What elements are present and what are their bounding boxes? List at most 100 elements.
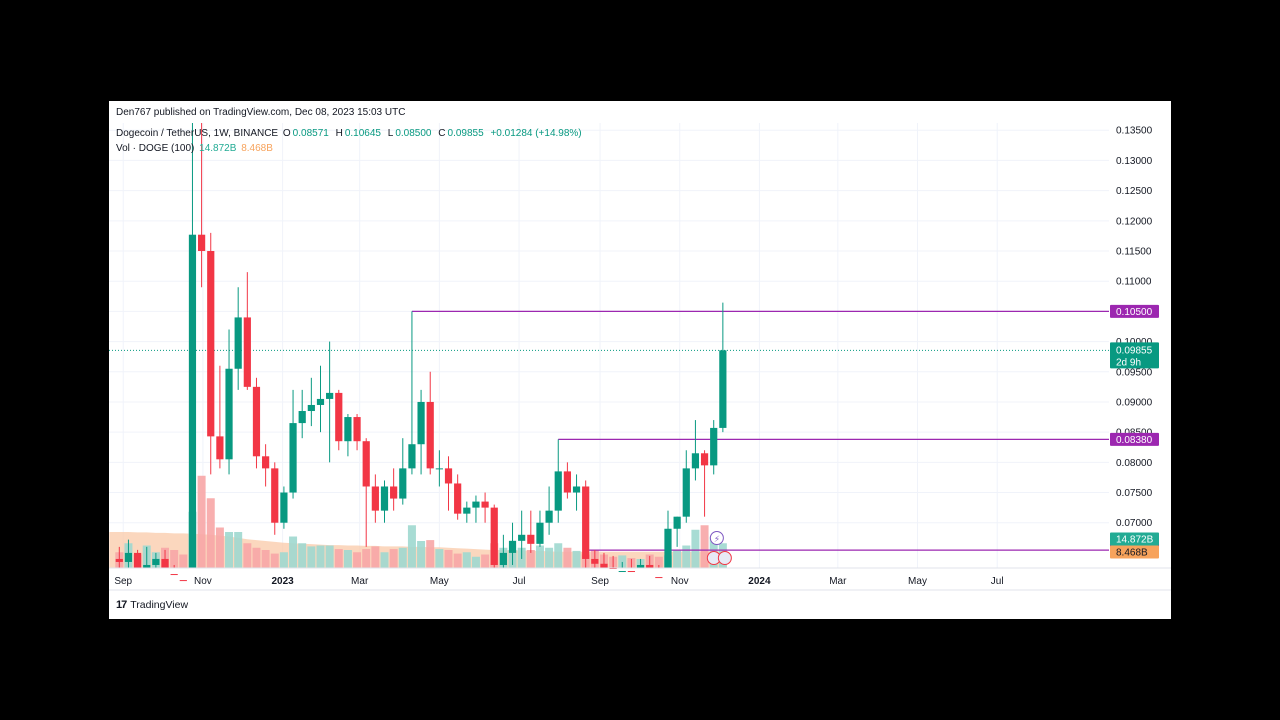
volume-bar — [362, 549, 371, 568]
volume-bar — [407, 525, 416, 568]
grid-layer — [109, 123, 1109, 568]
volume-bar — [426, 540, 435, 568]
candle-body — [188, 234, 197, 568]
volume-bar — [289, 536, 298, 568]
candle-body — [710, 427, 718, 466]
volume-bar — [398, 547, 407, 568]
level-layer — [109, 310, 1109, 551]
volume-bar — [471, 556, 480, 568]
candle-body — [627, 571, 636, 573]
volume-tag-label: 14.872B — [1116, 535, 1154, 546]
y-tick-label: 0.07500 — [1116, 488, 1153, 499]
volume-bar — [700, 525, 709, 568]
volume-ma-tag — [1110, 545, 1159, 559]
candle-body — [243, 317, 251, 387]
volume-value: 14.872B — [199, 143, 237, 154]
candle-body — [362, 441, 370, 487]
candle-body — [152, 558, 160, 565]
candle-body — [655, 577, 663, 579]
volume-bar — [535, 545, 544, 568]
volume-bar — [453, 553, 462, 568]
candle-body — [307, 404, 315, 412]
candle-body — [719, 350, 727, 428]
volume-bar — [572, 550, 581, 568]
x-tick-label: 2023 — [271, 576, 294, 587]
x-tick-label: May — [908, 576, 927, 587]
candle-body — [262, 456, 270, 469]
candle-body — [481, 501, 489, 508]
candle-layer — [115, 123, 727, 582]
candle-body — [371, 486, 379, 511]
x-tick-label: Nov — [194, 576, 212, 587]
x-tick-label: Mar — [829, 576, 847, 587]
candle-body — [225, 368, 233, 460]
volume-bar — [353, 552, 362, 568]
volume-bar — [279, 552, 288, 568]
current-price-tag — [1110, 342, 1159, 369]
candle-body — [691, 453, 700, 469]
candle-body — [252, 386, 261, 457]
volume-bar — [371, 546, 380, 568]
candle-body — [572, 486, 581, 493]
volume-bar — [343, 550, 352, 568]
candle-body — [207, 251, 215, 437]
candle-body — [280, 492, 288, 523]
candle-body — [472, 501, 480, 508]
volume-ma-value: 8.468B — [241, 143, 273, 154]
volume-bar — [170, 550, 179, 568]
candle-body — [289, 423, 297, 493]
brand-name: TradingView — [130, 599, 189, 611]
footer: 17 TradingView — [116, 599, 188, 611]
volume-bar — [325, 545, 334, 568]
level-price-label: 0.10500 — [1116, 307, 1153, 318]
candle-body — [271, 468, 279, 523]
candle-body — [426, 401, 434, 469]
candle-body — [234, 317, 242, 369]
tradingview-logo-icon: 17 — [116, 599, 127, 611]
candle-body — [591, 558, 599, 564]
y-tick-label: 0.09500 — [1116, 367, 1153, 378]
y-tick-label: 0.13000 — [1116, 156, 1153, 167]
current-price-label: 0.09855 — [1116, 345, 1153, 356]
candle-body — [463, 507, 471, 514]
volume-tag — [1110, 532, 1159, 546]
volume-bar — [545, 547, 554, 568]
candle-body — [545, 510, 553, 523]
candle-body — [636, 564, 645, 568]
volume-bar — [316, 545, 325, 568]
candle-body — [673, 516, 681, 529]
chart-canvas[interactable]: 0.13500 0.13000 0.12500 0.12000 0.11500 0.110… — [109, 101, 1171, 619]
candle-body — [115, 558, 123, 562]
symbol-line: Dogecoin / TetherUS, 1W, BINANCE O 0.0857… — [116, 128, 584, 139]
candle-body — [408, 444, 416, 469]
volume-bar — [307, 546, 316, 568]
volume-bar — [618, 555, 627, 568]
candle-body — [499, 552, 507, 565]
y-tick-label: 0.11500 — [1116, 247, 1152, 258]
ohlc-low: L 0.08500 — [387, 128, 432, 139]
volume-bar — [197, 475, 206, 568]
volume-bar — [417, 541, 426, 568]
x-tick-label: Sep — [591, 576, 609, 587]
candle-body — [508, 540, 517, 553]
x-tick-label: Mar — [351, 576, 369, 587]
y-tick-label: 0.12500 — [1116, 186, 1153, 197]
x-tick-label: Sep — [114, 576, 132, 587]
volume-bar — [252, 547, 261, 568]
volume-bar — [554, 543, 563, 568]
volume-bar — [179, 554, 188, 568]
volume-line: Vol · DOGE (100) 14.872B 8.468B — [116, 143, 275, 154]
y-tick-label: 0.13500 — [1116, 126, 1153, 137]
level-price-tag — [1110, 432, 1159, 446]
y-tick-label: 0.12000 — [1116, 216, 1153, 227]
volume-bar — [380, 552, 389, 568]
axis-layer: 0.13500 0.13000 0.12500 0.12000 0.11500 0.110… — [109, 126, 1171, 591]
x-tick-label: Jul — [513, 576, 526, 587]
candle-body — [417, 401, 425, 445]
volume-bar — [673, 550, 682, 568]
candle-body — [554, 471, 562, 511]
candle-body — [582, 486, 590, 559]
candle-body — [664, 528, 672, 568]
candle-body — [344, 417, 352, 442]
symbol-name: Dogecoin / TetherUS, 1W, BINANCE — [116, 128, 279, 139]
